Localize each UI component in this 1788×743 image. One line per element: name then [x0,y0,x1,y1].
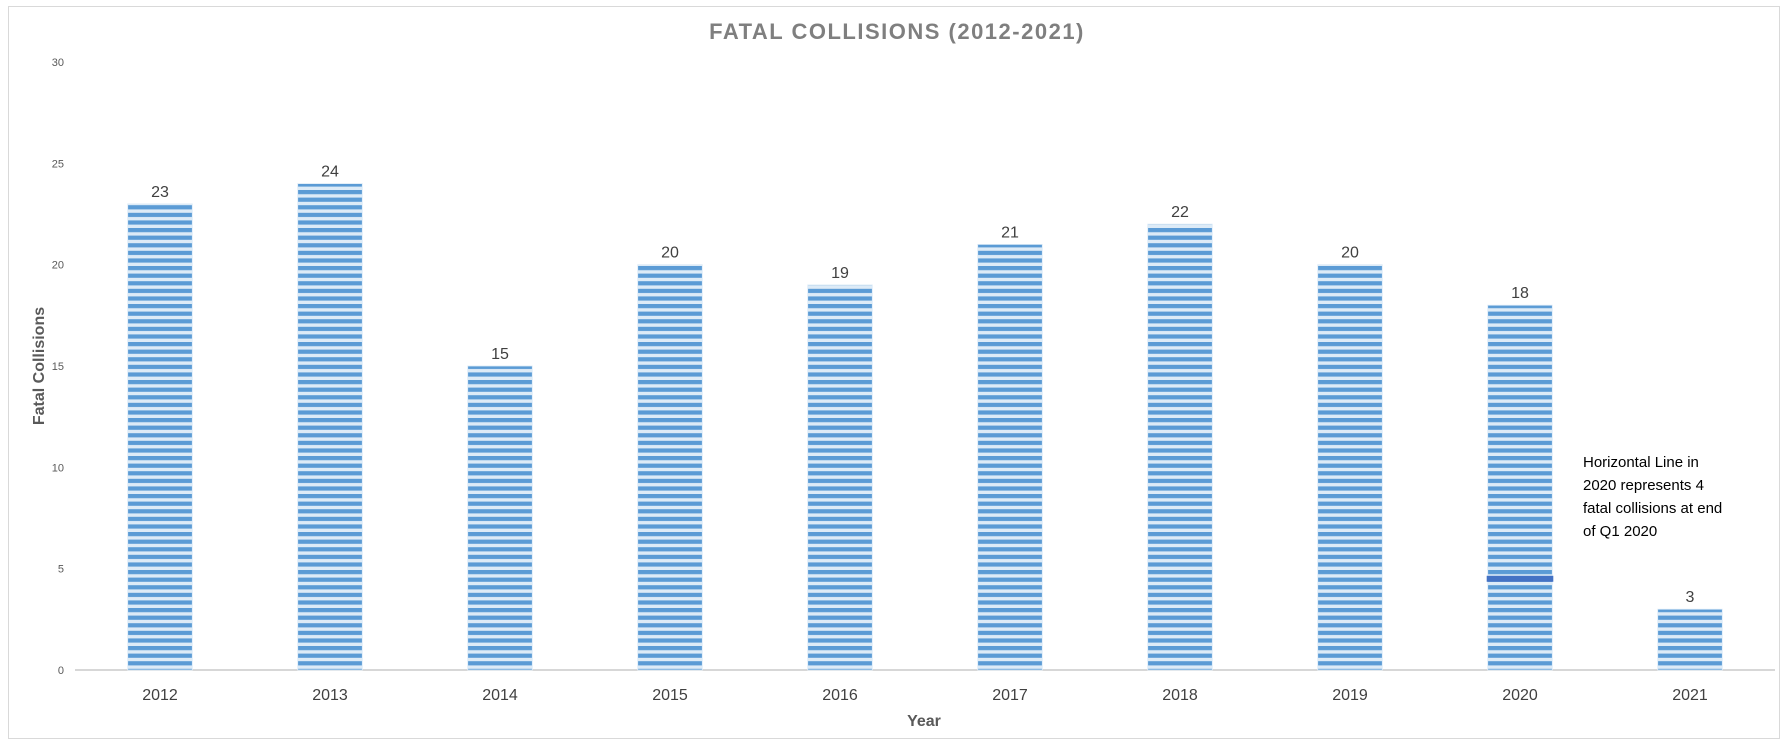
annotation-note: Horizontal Line in 2020 represents 4 fatal… [1583,454,1722,540]
bar-2014 [467,365,533,671]
bar-2017 [977,243,1043,671]
bar-2012 [127,203,193,671]
y-tick-label: 20 [52,260,64,272]
annotation-line: fatal collisions at end [1583,500,1722,517]
x-tick-2020: 2020 [1502,687,1538,704]
q1-2020-marker [1486,575,1554,582]
bar-2013 [297,183,363,671]
bar-2020 [1487,304,1553,671]
annotation-line: 2020 represents 4 [1583,477,1704,494]
annotation-line: of Q1 2020 [1583,523,1657,540]
y-axis-ticks: 0 5 10 15 20 25 30 [52,57,64,677]
x-tick-2013: 2013 [312,687,348,704]
x-axis-ticks: 2012 2013 2014 2015 2016 2017 2018 2019 2020 2021 [142,687,1708,704]
data-label-2018: 22 [1171,204,1189,221]
y-tick-label: 10 [52,462,64,474]
y-tick-label: 25 [52,158,64,170]
data-label-2015: 20 [661,245,679,262]
data-label-2021: 3 [1686,589,1695,606]
data-label-2014: 15 [491,346,509,363]
x-tick-2021: 2021 [1672,687,1708,704]
data-label-2019: 20 [1341,245,1359,262]
y-tick-label: 5 [58,564,64,576]
x-tick-2018: 2018 [1162,687,1198,704]
y-axis-title: Fatal Collisions [31,307,48,425]
data-label-2012: 23 [151,184,169,201]
data-label-2016: 19 [831,265,849,282]
y-tick-label: 15 [52,361,64,373]
bar-2021 [1657,608,1723,671]
chart-title: FATAL COLLISIONS (2012-2021) [709,19,1085,44]
bar-2015 [637,264,703,671]
x-tick-2019: 2019 [1332,687,1368,704]
annotation-line: Horizontal Line in [1583,454,1699,471]
x-axis-title: Year [907,713,941,730]
data-label-2013: 24 [321,164,339,181]
x-tick-2014: 2014 [482,687,518,704]
bar-2019 [1317,264,1383,671]
x-tick-2012: 2012 [142,687,178,704]
x-tick-2017: 2017 [992,687,1028,704]
y-tick-label: 30 [52,57,64,69]
bars: 23 24 15 20 19 21 22 20 18 3 [127,164,1723,671]
x-tick-2015: 2015 [652,687,688,704]
data-label-2020: 18 [1511,285,1529,302]
x-tick-2016: 2016 [822,687,858,704]
y-tick-label: 0 [58,665,64,677]
bar-2018 [1147,223,1213,671]
bar-2016 [807,284,873,671]
data-label-2017: 21 [1001,224,1019,241]
